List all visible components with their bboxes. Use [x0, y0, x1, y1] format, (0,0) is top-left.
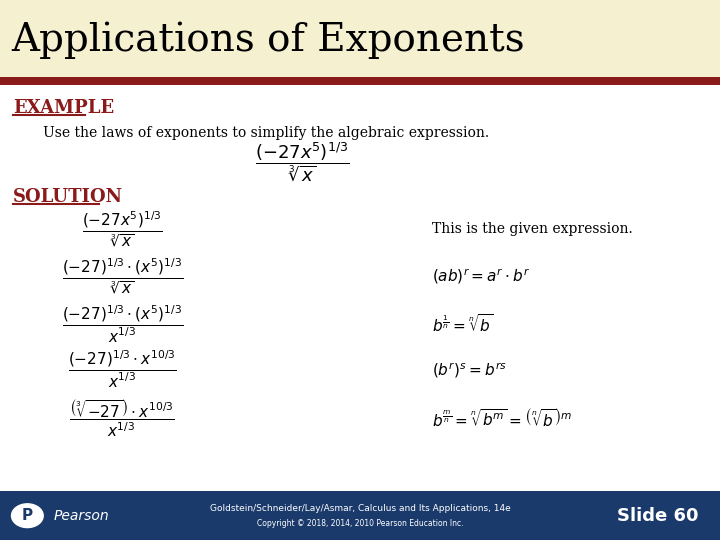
- Text: $\dfrac{\left(\sqrt[3]{-27}\right)\cdot x^{10/3}}{x^{1/3}}$: $\dfrac{\left(\sqrt[3]{-27}\right)\cdot …: [69, 398, 176, 439]
- Text: $\dfrac{\left(-27x^{5}\right)^{1/3}}{\sqrt[3]{x}}$: $\dfrac{\left(-27x^{5}\right)^{1/3}}{\sq…: [82, 210, 163, 249]
- Circle shape: [12, 504, 43, 528]
- Text: $\dfrac{\left(-27x^{5}\right)^{1/3}}{\sqrt[3]{x}}$: $\dfrac{\left(-27x^{5}\right)^{1/3}}{\sq…: [255, 140, 350, 184]
- Text: $b^{\frac{1}{n}}=\sqrt[n]{b}$: $b^{\frac{1}{n}}=\sqrt[n]{b}$: [432, 313, 493, 335]
- Text: $\dfrac{\left(-27\right)^{1/3}\cdot\left(x^{5}\right)^{1/3}}{\sqrt[3]{x}}$: $\dfrac{\left(-27\right)^{1/3}\cdot\left…: [62, 256, 183, 296]
- Text: $\dfrac{\left(-27\right)^{1/3}\cdot x^{10/3}}{x^{1/3}}$: $\dfrac{\left(-27\right)^{1/3}\cdot x^{1…: [68, 349, 177, 390]
- FancyBboxPatch shape: [0, 77, 720, 85]
- Text: P: P: [22, 508, 33, 523]
- Text: $\left(ab\right)^{r}=a^{r}\cdot b^{r}$: $\left(ab\right)^{r}=a^{r}\cdot b^{r}$: [432, 267, 530, 286]
- Text: $b^{\frac{m}{n}}=\sqrt[n]{b^{m}}=\left(\sqrt[n]{b}\right)^{m}$: $b^{\frac{m}{n}}=\sqrt[n]{b^{m}}=\left(\…: [432, 408, 572, 429]
- Text: Slide 60: Slide 60: [617, 507, 698, 525]
- Text: EXAMPLE: EXAMPLE: [13, 99, 114, 117]
- Text: SOLUTION: SOLUTION: [13, 188, 123, 206]
- Text: Applications of Exponents: Applications of Exponents: [11, 22, 524, 59]
- Text: $\dfrac{\left(-27\right)^{1/3}\cdot\left(x^{5}\right)^{1/3}}{x^{1/3}}$: $\dfrac{\left(-27\right)^{1/3}\cdot\left…: [62, 303, 183, 345]
- Text: Goldstein/Schneider/Lay/Asmar, Calculus and Its Applications, 14e: Goldstein/Schneider/Lay/Asmar, Calculus …: [210, 504, 510, 513]
- Text: Copyright © 2018, 2014, 2010 Pearson Education Inc.: Copyright © 2018, 2014, 2010 Pearson Edu…: [257, 519, 463, 528]
- Text: $\left(b^{r}\right)^{s}=b^{rs}$: $\left(b^{r}\right)^{s}=b^{rs}$: [432, 360, 507, 380]
- Text: Pearson: Pearson: [54, 509, 109, 523]
- Text: This is the given expression.: This is the given expression.: [432, 222, 633, 237]
- FancyBboxPatch shape: [0, 0, 720, 78]
- FancyBboxPatch shape: [0, 491, 720, 540]
- Text: Use the laws of exponents to simplify the algebraic expression.: Use the laws of exponents to simplify th…: [43, 126, 490, 140]
